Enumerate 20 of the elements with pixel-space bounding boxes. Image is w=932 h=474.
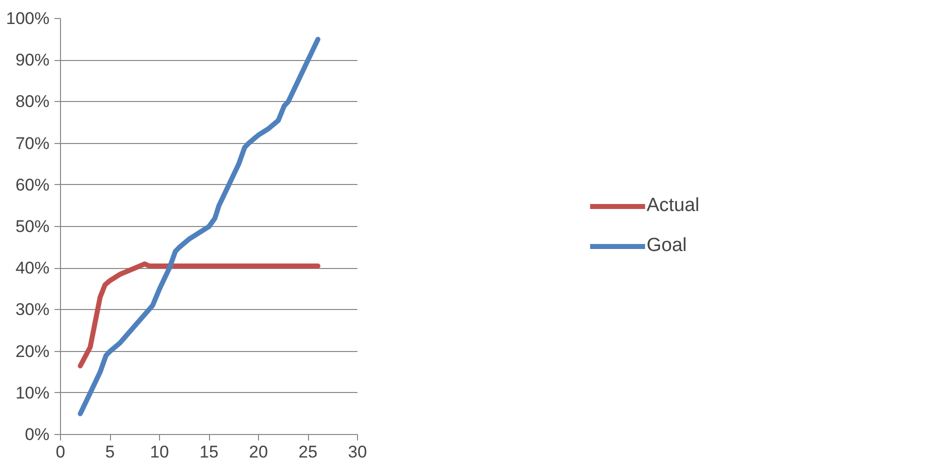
x-tick-label: 0 — [56, 442, 66, 462]
x-tick-label: 30 — [348, 442, 367, 462]
x-tick-label: 10 — [150, 442, 169, 462]
x-tick-label: 25 — [298, 442, 318, 462]
y-tick-label: 0% — [24, 425, 50, 444]
y-tick-label: 60% — [15, 175, 50, 194]
x-tick-label: 5 — [105, 442, 115, 462]
y-tick-label: 40% — [15, 258, 50, 278]
y-tick-label: 70% — [15, 134, 50, 153]
x-tick-label: 20 — [249, 442, 268, 462]
legend-label: Goal — [646, 235, 687, 257]
x-tick-label: 15 — [200, 442, 218, 462]
y-tick-label: 90% — [15, 50, 50, 70]
y-tick-label: 80% — [15, 92, 50, 112]
y-tick-label: 30% — [15, 300, 50, 320]
y-tick-label: 10% — [15, 383, 50, 402]
y-tick-label: 100% — [6, 9, 50, 28]
y-tick-label: 20% — [15, 342, 50, 361]
legend-label: Actual — [646, 195, 700, 217]
y-tick-label: 50% — [15, 217, 50, 236]
